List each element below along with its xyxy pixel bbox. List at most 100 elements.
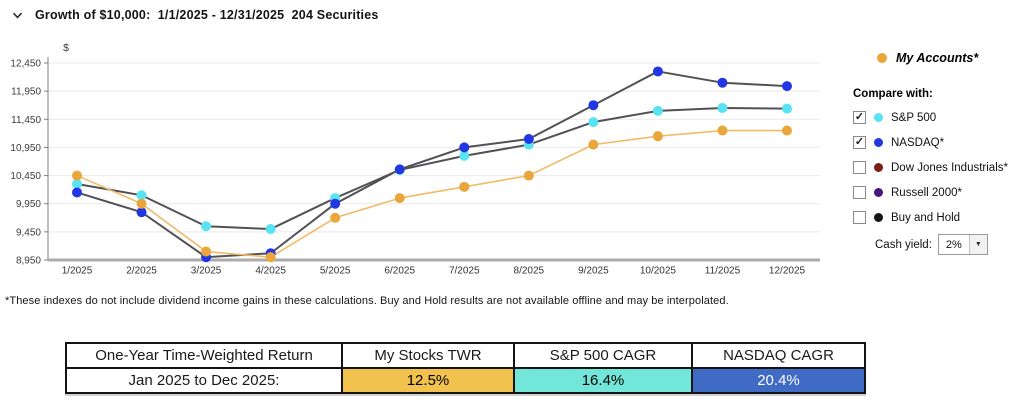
y-axis-unit-label: $: [63, 42, 69, 54]
returns-header-my-stocks-twr: My Stocks TWR: [341, 342, 515, 369]
y-gridlines: [48, 62, 820, 233]
section-header: Growth of $10,000: 1/1/2025 - 12/31/2025…: [10, 8, 379, 22]
returns-header-metric: One-Year Time-Weighted Return: [65, 342, 343, 369]
my-stocks-twr-value: 12.5%: [341, 367, 515, 394]
y-axis-tick-label: 12,450: [10, 59, 41, 70]
series-line-s-p-500: [76, 107, 788, 231]
y-axis-tick-label: 9,950: [16, 199, 41, 210]
returns-table-data-row: Jan 2025 to Dec 2025: 12.5% 16.4% 20.4%: [65, 367, 866, 394]
y-axis: 8,950 9,450 9,950 10,450 10,950 11,450 11,950 1…: [10, 42, 69, 267]
sp500-cagr-value: 16.4%: [513, 367, 693, 394]
data-point: [588, 100, 599, 111]
compare-with-heading: Compare with:: [853, 88, 933, 100]
dropdown-arrow-icon: ▼: [968, 235, 987, 254]
russell-2000-label: Russell 2000*: [891, 186, 962, 199]
y-axis-tick-label: 10,950: [10, 143, 41, 154]
data-point: [136, 198, 147, 209]
footnote-text: *These indexes do not include dividend i…: [5, 295, 729, 307]
data-point: [459, 142, 470, 153]
data-point: [265, 224, 276, 235]
returns-row-label: Jan 2025 to Dec 2025:: [65, 367, 343, 394]
x-axis-tick-label: 4/2025: [255, 266, 286, 277]
my-accounts-label: My Accounts*: [896, 51, 979, 65]
dow-jones-series-dot: [874, 163, 883, 172]
data-point: [136, 190, 147, 201]
y-axis-tick-label: 11,950: [11, 87, 41, 98]
dow-jones-label: Dow Jones Industrials*: [891, 161, 1008, 174]
data-point: [782, 81, 792, 92]
compare-item-dow-jones: Dow Jones Industrials*: [853, 160, 1023, 175]
data-point: [523, 170, 534, 181]
chevron-down-icon[interactable]: [10, 8, 24, 22]
data-point: [459, 150, 470, 161]
sp500-checkbox[interactable]: [853, 111, 866, 124]
russell-2000-series-dot: [874, 188, 883, 197]
data-point: [72, 187, 82, 198]
buy-and-hold-checkbox[interactable]: [853, 211, 866, 224]
cash-yield-row: Cash yield: 2% ▼: [875, 234, 1023, 255]
buy-and-hold-label: Buy and Hold: [891, 211, 961, 224]
data-point: [201, 246, 212, 257]
y-axis-tick-label: 11,450: [11, 115, 41, 126]
x-axis-tick-label: 1/2025: [62, 266, 93, 277]
compare-item-nasdaq: NASDAQ*: [853, 135, 1023, 150]
dow-jones-checkbox[interactable]: [853, 161, 866, 174]
data-point: [394, 193, 405, 204]
x-axis-tick-label: 8/2025: [514, 266, 545, 277]
x-axis-tick-label: 5/2025: [320, 266, 351, 277]
x-axis-tick-label: 10/2025: [640, 266, 677, 277]
sp500-label: S&P 500: [891, 111, 937, 124]
data-point: [72, 170, 82, 181]
data-point: [717, 125, 728, 136]
data-point: [652, 131, 663, 142]
my-accounts-legend-row: My Accounts*: [877, 50, 1023, 66]
data-point: [265, 252, 276, 263]
compare-item-sp500: S&P 500: [853, 110, 1023, 125]
compare-item-buy-and-hold: Buy and Hold: [853, 210, 1023, 225]
returns-header-nasdaq-cagr: NASDAQ CAGR: [691, 342, 866, 369]
returns-table-header-row: One-Year Time-Weighted Return My Stocks …: [65, 342, 866, 369]
data-point: [394, 164, 405, 175]
y-axis-tick-label: 9,450: [16, 227, 41, 238]
legend-panel: My Accounts* Compare with: S&P 500 NASDA…: [853, 50, 1023, 255]
section-title: Growth of $10,000: 1/1/2025 - 12/31/2025…: [35, 8, 379, 22]
x-axis-tick-label: 11/2025: [705, 266, 741, 277]
cash-yield-label: Cash yield:: [875, 238, 932, 251]
nasdaq-series-dot: [874, 138, 883, 147]
data-point: [330, 212, 341, 223]
data-point: [523, 133, 534, 144]
data-point: [717, 103, 728, 114]
x-axis-tick-label: 3/2025: [191, 266, 222, 277]
y-axis-tick-label: 10,450: [10, 171, 41, 182]
returns-header-sp500-cagr: S&P 500 CAGR: [513, 342, 693, 369]
data-point: [717, 77, 728, 88]
data-point: [588, 117, 599, 128]
series-line-nasdaq-: [76, 70, 788, 259]
data-point: [330, 198, 341, 209]
russell-2000-checkbox[interactable]: [853, 186, 866, 199]
cash-yield-dropdown[interactable]: 2% ▼: [937, 234, 988, 255]
buy-and-hold-series-dot: [874, 213, 883, 222]
data-point: [459, 181, 470, 192]
my-accounts-series-dot: [877, 53, 887, 63]
series-line-my-accounts-: [76, 129, 787, 258]
data-point: [652, 66, 663, 77]
x-axis-tick-label: 2/2025: [126, 266, 157, 277]
series-markers-my-accounts-: [72, 125, 792, 263]
x-axis-tick-label: 12/2025: [769, 266, 806, 277]
data-point: [136, 207, 147, 218]
data-point: [588, 139, 599, 150]
data-point: [201, 221, 212, 232]
nasdaq-label: NASDAQ*: [891, 136, 945, 149]
x-axis-tick-label: 7/2025: [449, 266, 480, 277]
nasdaq-checkbox[interactable]: [853, 136, 866, 149]
returns-table: One-Year Time-Weighted Return My Stocks …: [65, 342, 866, 394]
y-axis-tick-label: 8,950: [16, 256, 41, 267]
growth-chart: 8,950 9,450 9,950 10,450 10,950 11,450 11,950 1…: [10, 42, 820, 277]
data-point: [72, 179, 82, 190]
x-axis-tick-label: 6/2025: [384, 266, 415, 277]
x-axis-tick-label: 9/2025: [578, 266, 609, 277]
data-point: [782, 103, 792, 114]
cash-yield-value: 2%: [945, 238, 962, 251]
